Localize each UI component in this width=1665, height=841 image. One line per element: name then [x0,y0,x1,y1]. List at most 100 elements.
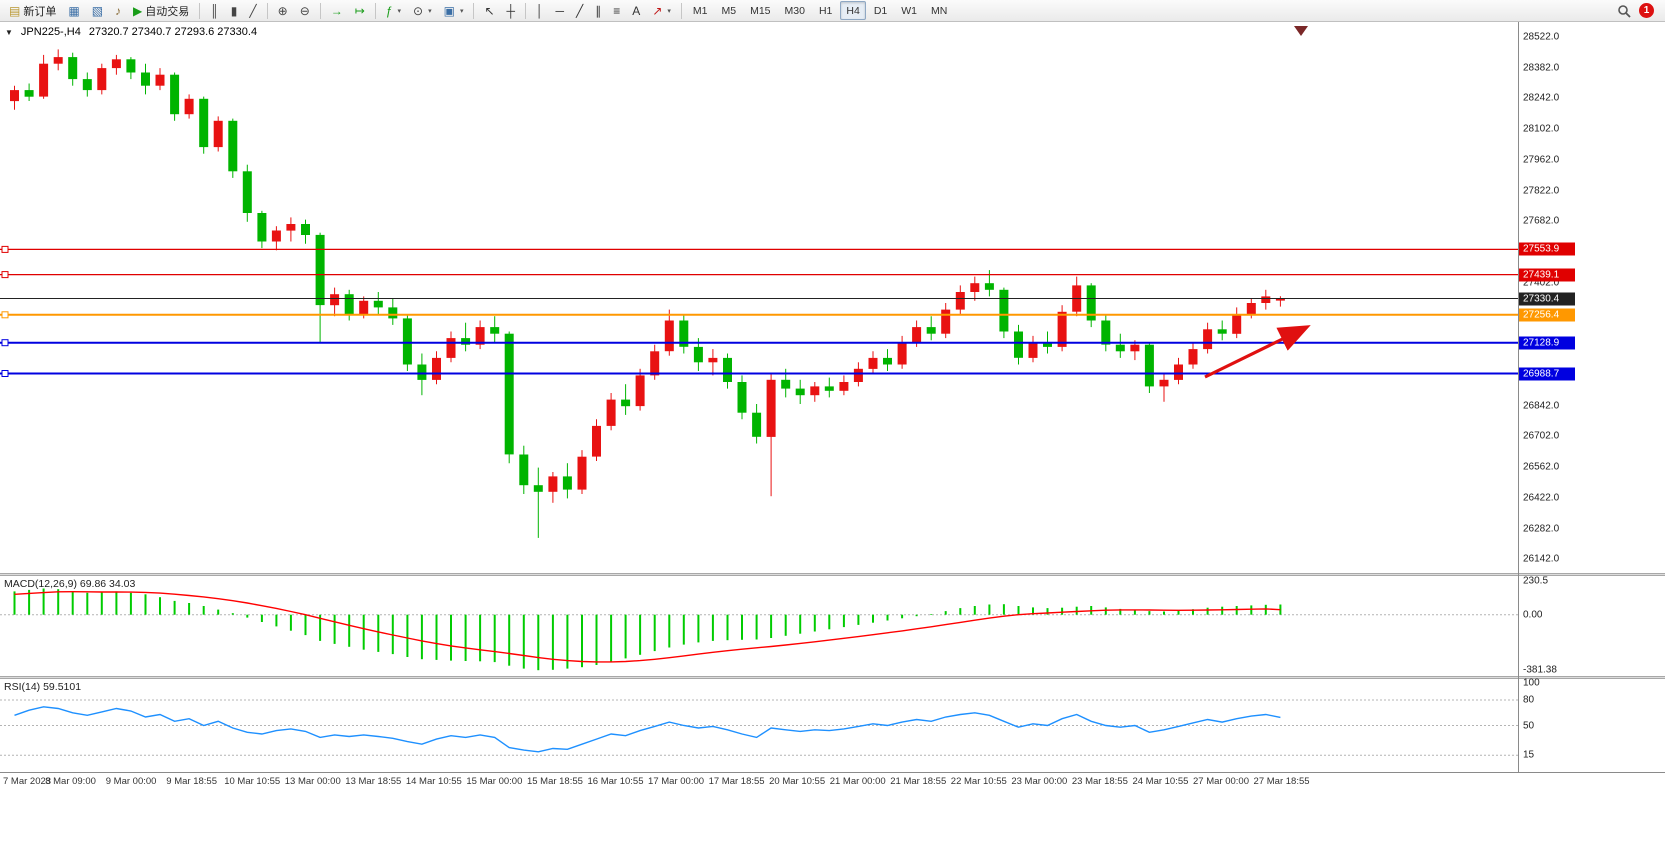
bar-chart-button[interactable]: ║ [205,1,224,20]
candle [10,85,19,110]
time-axis-label: 16 Mar 10:55 [587,776,644,787]
candle [999,287,1009,339]
candle [271,226,281,251]
candle [533,467,543,538]
trend-arrow-annotation[interactable] [1204,325,1311,379]
candle [257,210,267,249]
macd-scale-label: 230.5 [1523,575,1549,587]
arrows-button[interactable]: ↗ ▾ [647,1,676,20]
timeframe-mn-button[interactable]: MN [925,1,953,20]
candle [752,404,762,444]
line-handle[interactable] [1,311,9,319]
notification-badge[interactable]: 1 [1639,3,1654,18]
chart-marker-triangle-icon[interactable] [1294,26,1308,36]
new-order-button[interactable]: ▤ 新订单 [4,1,61,20]
crosshair-icon: ┼ [506,3,516,18]
trendline-icon: ╱ [576,3,584,18]
timeframe-d1-button[interactable]: D1 [868,1,893,20]
rsi-chart-svg[interactable] [0,679,1518,772]
candle [926,316,936,341]
candle [315,232,325,343]
candle [941,303,951,339]
new-chart-button[interactable]: ▦ [63,1,84,20]
timeframe-w1-button[interactable]: W1 [895,1,923,20]
price-tick-label: 28102.0 [1523,123,1560,135]
zoom-out-icon: ⊖ [299,3,310,18]
candle [1232,307,1242,339]
price-tick-label: 26282.0 [1523,523,1560,535]
crosshair-button[interactable]: ┼ [502,1,521,20]
auto-trading-button[interactable]: ▶ 自动交易 [128,1,194,20]
fibonacci-button[interactable]: ≡ [608,1,625,20]
templates-button[interactable]: ▣ ▾ [439,1,469,20]
candle [184,94,194,119]
price-axis[interactable]: 28522.0 28382.0 28242.0 28102.0 27962.0 27822… [1519,22,1665,772]
candle [795,379,805,404]
profiles-icon: ▧ [91,3,104,18]
rsi-panel[interactable]: RSI(14) 59.5101 [0,679,1665,772]
timeframe-buttons: M1 M5 M15 M30 H1 H4 D1 W1 MN [686,0,954,21]
panel-splitter[interactable] [0,676,1665,679]
horizontal-line-button[interactable]: ─ [551,1,570,20]
indicators-button[interactable]: ƒ ▾ [381,1,406,20]
text-button[interactable]: A [627,1,645,20]
timeframe-m5-button[interactable]: M5 [715,1,742,20]
candle [1203,322,1213,354]
candlestick-icon: ▮ [230,3,238,18]
macd-panel[interactable]: MACD(12,26,9) 69.86 34.03 [0,576,1665,676]
time-axis[interactable]: 7 Mar 2023 8 Mar 09:00 9 Mar 00:00 9 Mar 18… [0,772,1665,791]
timeframe-h4-button[interactable]: H4 [840,1,866,20]
line-handle[interactable] [1,339,9,347]
time-axis-label: 15 Mar 18:55 [526,776,583,787]
timeframe-m15-button[interactable]: M15 [744,1,776,20]
price-tag-27256.4: 27256.4 [1519,308,1575,322]
timeframe-m1-button[interactable]: M1 [687,1,714,20]
main-chart-panel[interactable]: ▼ JPN225-,H4 27320.7 27340.7 27293.6 273… [0,22,1665,573]
chart-shift-button[interactable]: ↦ [350,1,370,20]
rsi-scale-label: 50 [1523,720,1535,731]
indicators-icon: ƒ [385,3,393,18]
time-axis-label: 21 Mar 18:55 [890,776,947,787]
macd-chart-svg[interactable] [0,576,1518,676]
auto-scroll-button[interactable]: → [326,1,348,20]
time-axis-label: 9 Mar 00:00 [105,776,157,787]
chart-dropdown-caret-icon[interactable]: ▼ [5,27,13,37]
text-icon: A [632,3,641,18]
candle [1217,320,1227,341]
line-chart-button[interactable]: ╱ [244,1,261,20]
panel-splitter[interactable] [0,573,1665,576]
vertical-line-button[interactable]: │ [531,1,549,20]
candle [955,285,965,314]
candle [242,164,252,222]
search-icon[interactable] [1617,4,1631,18]
timeframe-m30-button[interactable]: M30 [779,1,811,20]
toolbar-buttons: ▤ 新订单 ▦ ▧ ♪ ▶ 自动交易 ║ ▮ ╱ ⊕ ⊖ → ↦ ƒ ▾ ⊙ ▾ ▣ ▾ ↖ ┼ │ ─ ╱ ∥ ≡ A ↗ ▾ [3,0,686,21]
profiles-button[interactable]: ▧ [87,1,108,20]
line-handle[interactable] [1,245,9,253]
cursor-button[interactable]: ↖ [479,1,499,20]
periods-button[interactable]: ⊙ ▾ [408,1,437,20]
candle [1086,283,1096,328]
bar-chart-icon: ║ [210,3,219,18]
candle [1159,373,1169,402]
timeframe-h1-button[interactable]: H1 [813,1,838,20]
price-tick-label: 26142.0 [1523,553,1560,565]
alerts-button[interactable]: ♪ [110,1,126,20]
trendline-button[interactable]: ╱ [571,1,588,20]
price-tick-label: 26562.0 [1523,461,1560,473]
zoom-in-button[interactable]: ⊕ [273,1,293,20]
main-chart-svg[interactable] [0,22,1518,573]
price-tick-label: 26702.0 [1523,430,1560,442]
ohlc-readout: 27320.7 27340.7 27293.6 27330.4 [88,26,258,38]
candle [1072,276,1082,317]
time-axis-label: 8 Mar 09:00 [45,776,96,787]
toolbar: ▤ 新订单 ▦ ▧ ♪ ▶ 自动交易 ║ ▮ ╱ ⊕ ⊖ → ↦ ƒ ▾ ⊙ ▾ ▣ ▾ ↖ ┼ │ ─ ╱ ∥ ≡ A ↗ ▾ M1 M5… [0,0,1665,22]
zoom-out-button[interactable]: ⊖ [295,1,315,20]
candlestick-chart-button[interactable]: ▮ [226,1,243,20]
candle [373,292,383,314]
time-axis-label: 27 Mar 18:55 [1253,776,1310,787]
price-axis-divider [1518,22,1519,772]
line-handle[interactable] [1,271,9,279]
line-handle[interactable] [1,370,9,377]
equidistant-channel-button[interactable]: ∥ [590,1,606,20]
